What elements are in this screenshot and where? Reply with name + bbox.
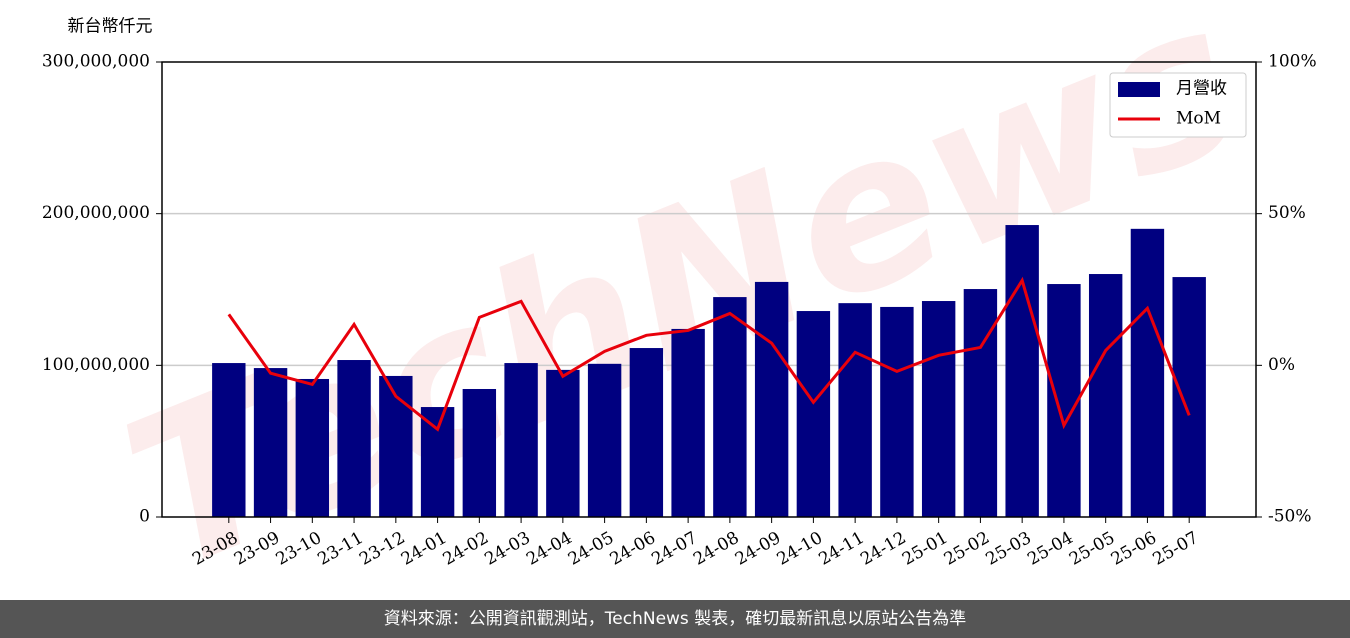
bar (337, 360, 371, 517)
bar (796, 311, 831, 517)
bar (1047, 284, 1081, 517)
bar (504, 363, 538, 517)
x-tick-label: 24-12 (857, 528, 909, 570)
x-tick-label: 24-11 (815, 528, 867, 570)
chart: 新台幣仟元 TechNews0100,000,000200,000,000300… (42, 0, 1317, 600)
legend-swatch (1118, 82, 1160, 97)
x-tick-label: 25-06 (1108, 528, 1160, 570)
x-tick-label: 24-04 (523, 528, 575, 570)
bar (587, 363, 622, 517)
x-tick-label: 24-09 (732, 528, 784, 570)
bar (671, 328, 705, 517)
bar (546, 369, 580, 517)
x-tick-label: 25-03 (982, 528, 1034, 570)
bar (295, 378, 330, 517)
x-tick-label: 24-05 (565, 528, 617, 570)
bar (754, 281, 789, 517)
bar (1088, 274, 1123, 517)
y2-tick-label: 0% (1268, 355, 1295, 375)
x-tick-label: 24-10 (774, 528, 826, 570)
x-tick-label: 25-02 (941, 528, 993, 570)
bar (1005, 225, 1039, 517)
y2-tick-label: -50% (1268, 507, 1312, 527)
x-tick-label: 24-08 (690, 528, 742, 570)
bar (1172, 277, 1206, 517)
bar (253, 368, 288, 517)
bar (838, 303, 872, 517)
x-tick-label: 24-07 (648, 528, 700, 570)
x-tick-label: 24-02 (440, 528, 492, 570)
bar (420, 407, 455, 517)
bar (921, 301, 956, 517)
x-tick-label: 25-05 (1066, 528, 1118, 570)
y2-tick-label: 50% (1268, 203, 1306, 223)
bar (880, 306, 914, 517)
y-tick-label: 200,000,000 (42, 203, 150, 223)
legend-label: MoM (1176, 109, 1221, 129)
x-tick-label: 25-01 (899, 528, 951, 570)
bar (713, 297, 747, 517)
bar (629, 348, 664, 517)
bar (1130, 228, 1165, 518)
bar (379, 375, 413, 517)
footer: 資料來源：公開資訊觀測站，TechNews 製表，確切最新訊息以原站公告為準 (0, 600, 1350, 638)
plot-frame (161, 61, 1257, 518)
x-tick-label: 24-01 (398, 528, 450, 570)
bar (212, 363, 246, 517)
bar (462, 388, 497, 517)
y-axis-label: 新台幣仟元 (68, 17, 153, 37)
x-tick-label: 24-06 (607, 528, 659, 570)
y2-tick-label: 100% (1268, 52, 1317, 72)
bar (963, 289, 998, 517)
y-tick-label: 300,000,000 (42, 52, 150, 72)
mom-line (227, 276, 1191, 432)
x-tick-label: 24-03 (481, 528, 533, 570)
x-tick-label: 25-07 (1149, 528, 1201, 570)
y-tick-label: 0 (139, 507, 150, 527)
y-tick-label: 100,000,000 (42, 355, 150, 375)
x-tick-label: 25-04 (1024, 528, 1076, 570)
legend-label: 月營收 (1176, 79, 1227, 99)
